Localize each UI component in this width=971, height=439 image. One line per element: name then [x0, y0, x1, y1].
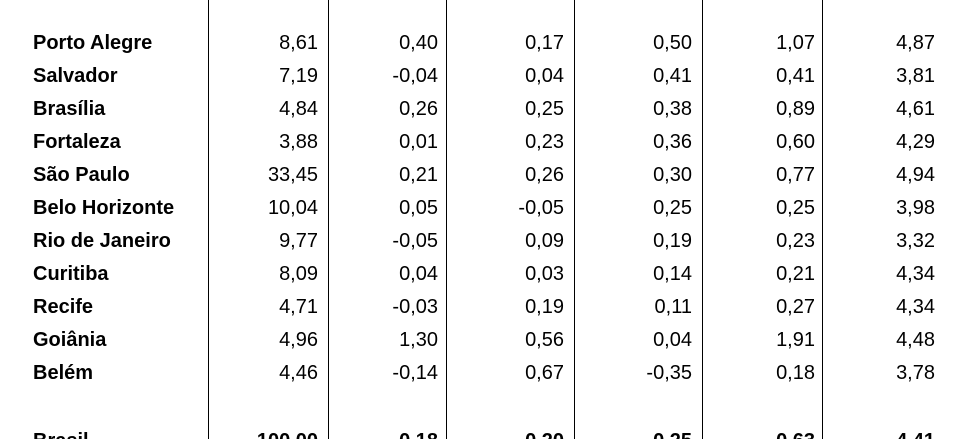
value-cell: -0,03	[392, 296, 438, 318]
city-name: Belém	[33, 362, 94, 384]
value-cell: 4,96	[279, 329, 318, 351]
value-cell: 0,19	[653, 230, 692, 252]
value-cell: 0,09	[525, 230, 564, 252]
city-name: Porto Alegre	[33, 32, 153, 54]
value-cell: -0,05	[518, 197, 564, 219]
value-cell: 4,71	[279, 296, 318, 318]
value-cell: 4,94	[896, 164, 935, 186]
value-cell: 0,25	[776, 197, 815, 219]
value-cell: 33,45	[267, 164, 318, 186]
value-cell: 0,50	[653, 32, 692, 54]
value-cell: 0,60	[776, 131, 815, 153]
value-cell: 4,84	[279, 98, 318, 120]
value-cell: 0,27	[776, 296, 815, 318]
value-cell: 1,91	[776, 329, 815, 351]
value-cell: 0,05	[399, 197, 438, 219]
value-cell: 1,07	[776, 32, 815, 54]
value-cell: 0,25	[525, 98, 564, 120]
value-cell: 0,36	[653, 131, 692, 153]
value-cell: 0,77	[776, 164, 815, 186]
value-cell: 3,98	[896, 197, 935, 219]
value-cell: 4,48	[896, 329, 935, 351]
value-cell: 4,41	[896, 429, 935, 439]
value-cell: 3,32	[896, 230, 935, 252]
value-cell: 0,41	[776, 65, 815, 87]
city-name: Recife	[33, 296, 94, 318]
value-cell: 0,26	[399, 98, 438, 120]
value-cell: 4,46	[279, 362, 318, 384]
value-cell: -0,35	[646, 362, 692, 384]
column-divider	[208, 0, 209, 439]
value-cell: 8,61	[279, 32, 318, 54]
value-cell: 0,18	[776, 362, 815, 384]
value-cell: 10,04	[267, 197, 318, 219]
value-cell: 0,04	[653, 329, 692, 351]
value-cell: -0,05	[392, 230, 438, 252]
value-cell: 100,00	[257, 429, 318, 439]
column-divider	[702, 0, 703, 439]
value-cell: 0,01	[399, 131, 438, 153]
value-cell: 0,67	[525, 362, 564, 384]
column-divider	[574, 0, 575, 439]
value-cell: 0,03	[525, 263, 564, 285]
value-cell: 0,25	[653, 197, 692, 219]
value-cell: 0,63	[776, 429, 815, 439]
value-cell: 0,89	[776, 98, 815, 120]
value-cell: 0,23	[525, 131, 564, 153]
value-cell: -0,14	[392, 362, 438, 384]
value-cell: 0,30	[653, 164, 692, 186]
value-cell: 0,17	[525, 32, 564, 54]
city-name: Salvador	[33, 65, 118, 87]
value-cell: 1,30	[399, 329, 438, 351]
value-cell: 4,34	[896, 296, 935, 318]
column-divider	[328, 0, 329, 439]
value-cell: 0,38	[653, 98, 692, 120]
value-cell: 0,11	[654, 296, 692, 318]
city-name: Belo Horizonte	[33, 197, 175, 219]
city-name: Curitiba	[33, 263, 109, 285]
value-cell: 7,19	[279, 65, 318, 87]
value-cell: 4,87	[896, 32, 935, 54]
value-cell: 3,88	[279, 131, 318, 153]
city-name: Brasil	[33, 429, 89, 439]
value-cell: 0,23	[776, 230, 815, 252]
value-cell: 0,14	[653, 263, 692, 285]
value-cell: -0,04	[392, 65, 438, 87]
city-name: São Paulo	[33, 164, 130, 186]
value-cell: 9,77	[279, 230, 318, 252]
value-cell: 0,04	[525, 65, 564, 87]
value-cell: 4,61	[896, 98, 935, 120]
value-cell: 0,25	[653, 429, 692, 439]
value-cell: 4,34	[896, 263, 935, 285]
value-cell: 4,29	[896, 131, 935, 153]
city-name: Goiânia	[33, 329, 107, 351]
value-cell: 0,40	[399, 32, 438, 54]
value-cell: 0,21	[776, 263, 815, 285]
value-cell: 3,81	[896, 65, 935, 87]
column-divider	[446, 0, 447, 439]
value-cell: 0,56	[525, 329, 564, 351]
value-cell: 0,18	[399, 429, 438, 439]
value-cell: 3,78	[896, 362, 935, 384]
value-cell: 0,20	[525, 429, 564, 439]
value-cell: 0,04	[399, 263, 438, 285]
value-cell: 0,26	[525, 164, 564, 186]
value-cell: 0,19	[525, 296, 564, 318]
city-name: Rio de Janeiro	[33, 230, 171, 252]
city-name: Brasília	[33, 98, 106, 120]
column-divider	[822, 0, 823, 439]
city-name: Fortaleza	[33, 131, 121, 153]
value-cell: 0,41	[653, 65, 692, 87]
value-cell: 0,21	[399, 164, 438, 186]
value-cell: 8,09	[279, 263, 318, 285]
